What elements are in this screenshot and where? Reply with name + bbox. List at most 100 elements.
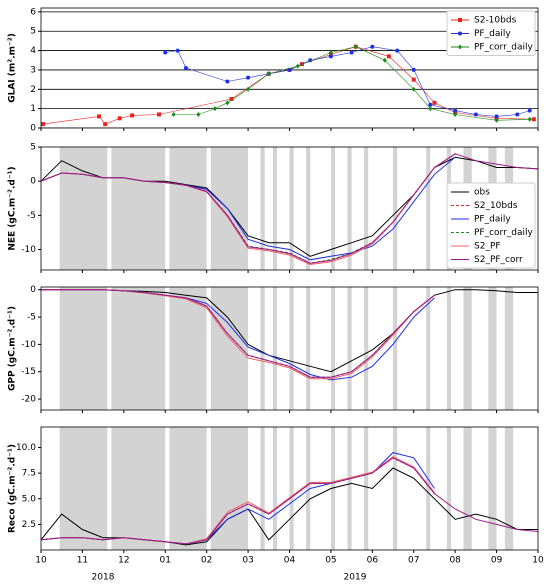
year-label: 2018 xyxy=(92,573,115,583)
legend-marker xyxy=(458,31,462,36)
x-tick-label: 10 xyxy=(532,556,544,566)
marker xyxy=(175,48,180,53)
shaded-period xyxy=(210,147,249,270)
marker xyxy=(353,44,358,50)
shaded-period xyxy=(330,287,336,410)
marker xyxy=(225,79,230,84)
shaded-period xyxy=(393,287,398,410)
shaded-period xyxy=(306,147,311,270)
marker xyxy=(349,50,354,55)
y-tick-label: 1 xyxy=(30,104,36,114)
legend-label: PF_daily xyxy=(474,29,511,39)
y-axis-label: Reco (gC.m⁻².d⁻¹) xyxy=(8,444,18,533)
shaded-period xyxy=(488,427,497,550)
x-tick-label: 12 xyxy=(118,556,129,566)
shaded-period xyxy=(364,427,369,550)
legend-label: obs xyxy=(474,188,490,198)
marker xyxy=(171,111,176,117)
plot-area xyxy=(41,11,538,128)
shaded-period xyxy=(426,147,431,270)
legend-label: S2-10bds xyxy=(474,16,517,26)
series-line xyxy=(165,46,530,117)
marker xyxy=(266,71,271,77)
x-tick-label: 09 xyxy=(491,556,503,566)
shaded-period xyxy=(289,427,294,550)
year-label: 2019 xyxy=(344,573,367,583)
y-axis-label: NEE (gC.m⁻².d⁻¹) xyxy=(8,166,18,250)
marker xyxy=(295,63,300,69)
x-tick-label: 01 xyxy=(160,556,171,566)
shaded-period xyxy=(393,147,398,270)
marker xyxy=(246,86,251,92)
legend-label: PF_corr_daily xyxy=(474,43,534,53)
marker xyxy=(432,100,437,105)
marker xyxy=(453,108,458,113)
shaded-period xyxy=(59,287,108,410)
legend-box xyxy=(446,182,536,269)
y-tick-label: 4 xyxy=(30,46,36,56)
shaded-period xyxy=(347,427,352,550)
shaded-period xyxy=(260,147,265,270)
marker xyxy=(246,75,251,80)
marker xyxy=(96,114,101,119)
marker xyxy=(157,112,162,117)
marker xyxy=(527,108,532,113)
marker xyxy=(527,116,532,122)
marker xyxy=(395,48,400,53)
shaded-period xyxy=(330,147,336,270)
shaded-period xyxy=(169,147,207,270)
shaded-period xyxy=(463,427,472,550)
shaded-period xyxy=(504,427,514,550)
series-line xyxy=(41,457,538,545)
legend-label: PF_corr_daily xyxy=(474,228,534,238)
shaded-period xyxy=(111,147,166,270)
shaded-period xyxy=(59,427,108,550)
shaded-period xyxy=(347,147,352,270)
shaded-period xyxy=(210,287,249,410)
marker xyxy=(196,111,201,117)
legend-marker xyxy=(458,18,462,22)
shaded-period xyxy=(504,287,514,410)
plot-frame xyxy=(40,286,539,411)
marker xyxy=(287,67,292,72)
x-tick-label: 02 xyxy=(201,556,212,566)
y-tick-label: 7.5 xyxy=(22,469,36,479)
shaded-period xyxy=(426,287,431,410)
y-tick-label: -10 xyxy=(21,245,36,255)
shaded-period xyxy=(364,287,369,410)
shaded-period xyxy=(260,287,265,410)
marker xyxy=(183,66,188,70)
legend-label: PF_daily xyxy=(474,215,511,225)
y-tick-label: 5 xyxy=(30,27,36,37)
y-tick-label: 2 xyxy=(30,85,36,95)
series-line xyxy=(43,46,534,125)
shaded-period xyxy=(272,147,278,270)
y-tick-label: 6 xyxy=(30,7,36,17)
y-tick-label: 5.0 xyxy=(22,494,37,504)
marker xyxy=(328,54,333,59)
legend-label: S2_PF xyxy=(474,242,501,252)
marker xyxy=(41,122,46,127)
x-tick-label: 05 xyxy=(325,556,336,566)
y-tick-label: 0 xyxy=(30,177,36,187)
marker xyxy=(130,113,135,118)
y-tick-label: 10.0 xyxy=(16,443,36,453)
y-axis-label: GLAI (m².m⁻²) xyxy=(8,33,18,103)
x-tick-label: 03 xyxy=(242,556,253,566)
marker xyxy=(117,116,122,121)
series-line xyxy=(41,289,435,378)
shaded-period xyxy=(59,147,108,270)
marker xyxy=(212,106,217,112)
shaded-period xyxy=(306,427,311,550)
x-tick-label: 04 xyxy=(284,556,296,566)
marker xyxy=(428,106,433,112)
marker xyxy=(494,114,499,119)
marker xyxy=(163,50,168,55)
x-tick-label: 11 xyxy=(77,556,88,566)
marker xyxy=(428,102,433,107)
shaded-period xyxy=(306,287,311,410)
marker xyxy=(229,96,234,101)
shaded-period xyxy=(446,427,452,550)
marker xyxy=(473,112,478,117)
shaded-period xyxy=(272,427,278,550)
